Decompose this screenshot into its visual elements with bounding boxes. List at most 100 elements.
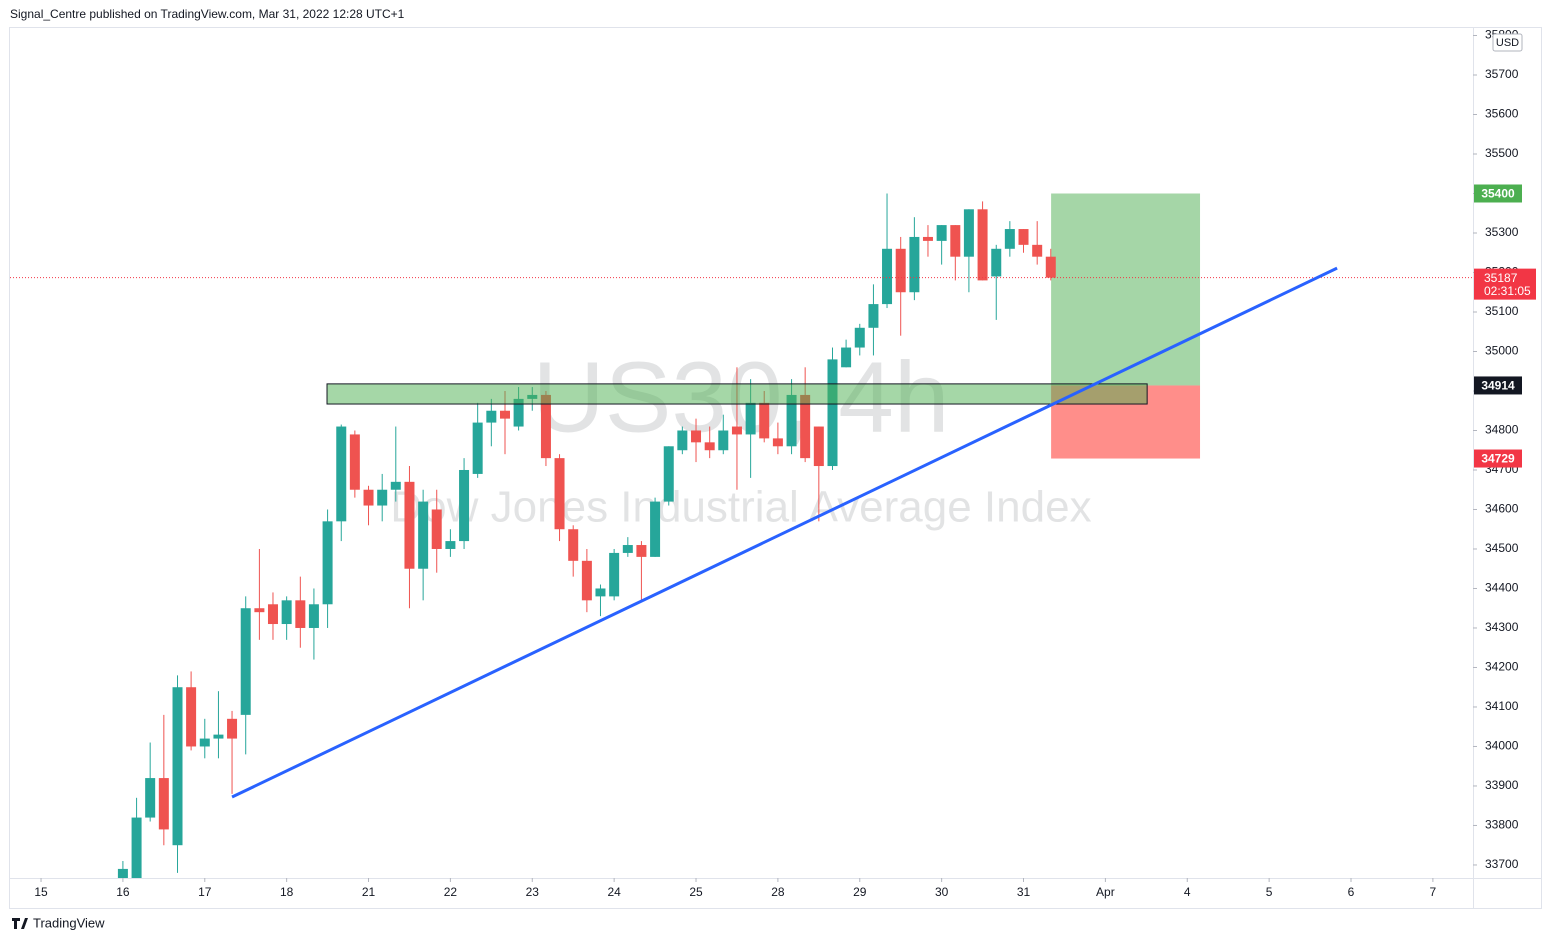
x-tick-label: 23 bbox=[526, 885, 540, 899]
candle-body bbox=[172, 687, 183, 846]
candle-body bbox=[977, 209, 988, 281]
y-tick-label: 34800 bbox=[1485, 423, 1519, 437]
axes: 33700 33800 33900 34000 34100 34200 34300 34400… bbox=[34, 28, 1536, 899]
candle-body bbox=[267, 604, 278, 625]
candle-body bbox=[950, 225, 961, 257]
logo-mark bbox=[12, 918, 28, 929]
x-tick-label: 6 bbox=[1348, 885, 1355, 899]
candle-body bbox=[336, 426, 347, 522]
candle-body bbox=[895, 248, 906, 293]
x-tick-label: 28 bbox=[771, 885, 785, 899]
chart-frame bbox=[9, 27, 1542, 909]
x-tick-label: Apr bbox=[1096, 885, 1115, 899]
candle-body bbox=[1045, 256, 1056, 278]
candle-body bbox=[691, 430, 702, 443]
candle-body bbox=[349, 434, 360, 490]
candle-body bbox=[158, 778, 169, 830]
candle-body bbox=[472, 422, 483, 474]
footer-brand: TradingView bbox=[33, 915, 105, 930]
y-tick-label: 33700 bbox=[1485, 857, 1519, 871]
candle-body bbox=[1032, 244, 1043, 257]
y-tick-label: 34000 bbox=[1485, 739, 1519, 753]
entry-tag: 34914 bbox=[1481, 379, 1515, 393]
candle-body bbox=[813, 426, 824, 467]
candle-body bbox=[854, 327, 865, 348]
y-tick-label: 35000 bbox=[1485, 344, 1519, 358]
candle-body bbox=[581, 560, 592, 601]
y-tick-label: 35500 bbox=[1485, 146, 1519, 160]
countdown-tag: 02:31:05 bbox=[1484, 284, 1531, 298]
stop-tag: 34729 bbox=[1481, 452, 1515, 466]
candle-body bbox=[704, 442, 715, 451]
candle-body bbox=[186, 687, 197, 747]
plot-area: US30, 4h Dow Jones Industrial Average In… bbox=[10, 193, 1473, 878]
x-tick-label: 22 bbox=[444, 885, 458, 899]
candle-body bbox=[609, 552, 620, 597]
candle-body bbox=[991, 248, 1002, 277]
x-tick-label: 31 bbox=[1017, 885, 1031, 899]
x-tick-label: 24 bbox=[607, 885, 621, 899]
candle-body bbox=[445, 541, 456, 549]
candle-body bbox=[199, 738, 210, 747]
candle-body bbox=[568, 529, 579, 561]
candle-body bbox=[827, 359, 838, 467]
last-price-tag-bg bbox=[1474, 268, 1536, 300]
profit-zone bbox=[1051, 193, 1201, 386]
x-tick-label: 4 bbox=[1184, 885, 1191, 899]
candle-body bbox=[909, 236, 920, 293]
currency-badge-bg bbox=[1492, 33, 1523, 52]
y-tick-label: 34300 bbox=[1485, 620, 1519, 634]
x-tick-label: 29 bbox=[853, 885, 867, 899]
candle-body bbox=[377, 489, 388, 506]
y-tick-label: 35600 bbox=[1485, 107, 1519, 121]
candle-body bbox=[295, 600, 306, 628]
candle-body bbox=[677, 430, 688, 451]
candle-body bbox=[117, 868, 128, 878]
y-tick-label: 34100 bbox=[1485, 699, 1519, 713]
candle-body bbox=[131, 817, 142, 878]
x-tick-label: 21 bbox=[362, 885, 376, 899]
candle-body bbox=[731, 426, 742, 435]
x-tick-label: 15 bbox=[34, 885, 48, 899]
tradingview-logo: TradingView bbox=[12, 915, 105, 930]
candle-body bbox=[1004, 229, 1015, 249]
candle-body bbox=[486, 410, 497, 423]
candle-body bbox=[431, 509, 442, 549]
x-tick-label: 7 bbox=[1430, 885, 1437, 899]
candle-body bbox=[281, 600, 292, 625]
candle-body bbox=[418, 501, 429, 569]
candle-body bbox=[745, 402, 756, 435]
y-tick-label: 35300 bbox=[1485, 225, 1519, 239]
candle-body bbox=[595, 588, 606, 597]
x-tick-label: 5 bbox=[1266, 885, 1273, 899]
x-tick-label: 25 bbox=[689, 885, 703, 899]
candle-body bbox=[213, 734, 224, 739]
y-tick-label: 33800 bbox=[1485, 818, 1519, 832]
candle-body bbox=[145, 778, 156, 818]
last-price-tag: 35187 bbox=[1484, 271, 1518, 285]
candle-body bbox=[554, 458, 565, 530]
candle-body bbox=[800, 394, 811, 459]
watermark-description: Dow Jones Industrial Average Index bbox=[390, 483, 1091, 532]
candle-body bbox=[363, 489, 374, 506]
candle-body bbox=[390, 481, 401, 490]
candle-body bbox=[663, 446, 674, 502]
candle-body bbox=[718, 430, 729, 451]
candle-body bbox=[786, 394, 797, 447]
x-tick-label: 30 bbox=[935, 885, 949, 899]
candle-body bbox=[882, 248, 893, 305]
candle-body bbox=[936, 225, 947, 241]
y-tick-label: 35100 bbox=[1485, 304, 1519, 318]
candle-body bbox=[868, 304, 879, 328]
candle-body bbox=[650, 501, 661, 557]
y-tick-label: 35700 bbox=[1485, 67, 1519, 81]
candle-body bbox=[254, 608, 265, 613]
candle-body bbox=[404, 481, 415, 569]
candle-body bbox=[459, 469, 470, 542]
entry-tag-bg bbox=[1474, 376, 1522, 395]
y-tick-label: 34400 bbox=[1485, 581, 1519, 595]
candle-body bbox=[500, 410, 511, 419]
candle-body bbox=[759, 402, 770, 439]
